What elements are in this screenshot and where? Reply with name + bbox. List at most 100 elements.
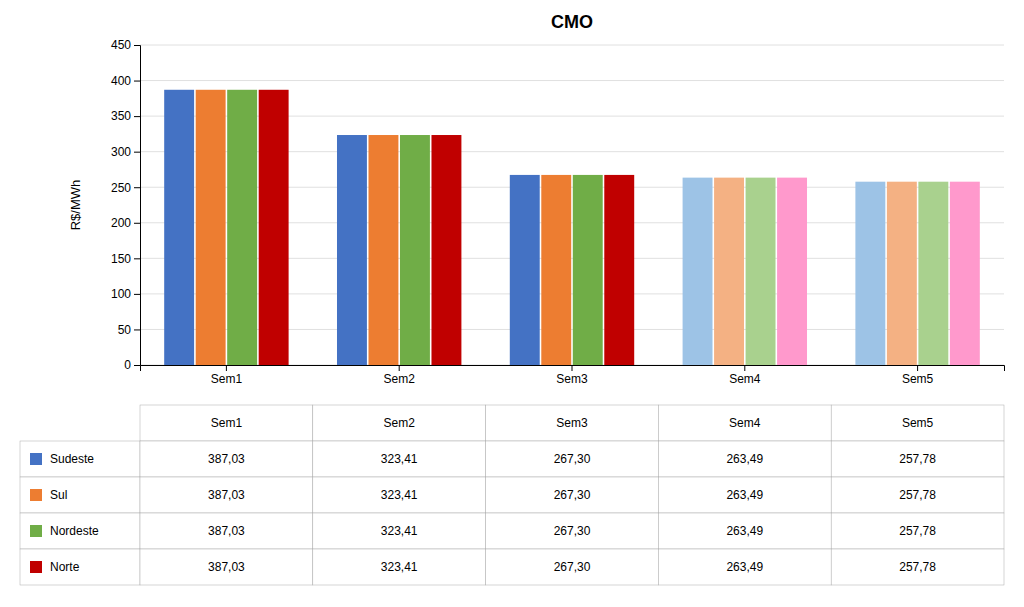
tick-mark — [917, 365, 918, 371]
tick-label: 300 — [111, 145, 131, 159]
bar — [431, 135, 461, 365]
bar — [400, 135, 430, 365]
table-value: 323,41 — [381, 452, 418, 466]
tick-mark — [399, 365, 400, 371]
table-cell — [831, 549, 1004, 585]
table-value: 387,03 — [208, 524, 245, 538]
table-cell — [831, 477, 1004, 513]
tick-mark — [572, 365, 573, 371]
table-value: 263,49 — [726, 488, 763, 502]
y-tick: 350 — [111, 109, 140, 123]
table-cell — [313, 441, 486, 477]
table-cell — [20, 513, 140, 549]
bar — [368, 135, 398, 365]
table-cell — [486, 513, 659, 549]
table-header: Sem2 — [384, 416, 416, 430]
bar — [541, 175, 571, 365]
bar — [746, 178, 776, 365]
table-value: 387,03 — [208, 452, 245, 466]
chart: 050100150200250300350400450Sem1Sem2Sem3S… — [0, 0, 1024, 607]
bar — [683, 178, 713, 365]
table-cell — [486, 549, 659, 585]
tick-label: 50 — [118, 323, 132, 337]
y-tick: 400 — [111, 74, 140, 88]
table-cell — [140, 477, 313, 513]
bar — [227, 90, 257, 365]
tick-mark — [226, 365, 227, 371]
axis-line — [134, 46, 141, 366]
tick-mark — [134, 329, 140, 330]
table-value: 267,30 — [554, 488, 591, 502]
table-cell — [140, 513, 313, 549]
legend-swatch — [30, 489, 42, 501]
table-cell — [313, 549, 486, 585]
table-value: 387,03 — [208, 488, 245, 502]
tick-mark — [134, 258, 140, 259]
x-axis: Sem1 Sem2 Sem3 Sem4 Sem5 — [141, 365, 1005, 386]
bar — [950, 182, 980, 365]
tick-mark — [744, 365, 745, 371]
bar — [604, 175, 634, 365]
table-cell — [831, 405, 1004, 441]
bar — [259, 90, 289, 365]
table-row-label: Sul — [50, 488, 67, 502]
y-axis-label: R$/MWh — [68, 180, 83, 231]
x-tick: Sem5 — [902, 365, 934, 386]
bar — [918, 182, 948, 365]
table-value: 263,49 — [726, 524, 763, 538]
table-cell — [486, 477, 659, 513]
bar — [164, 90, 194, 365]
tick-mark — [134, 152, 140, 153]
bar — [196, 90, 226, 365]
table-cell — [313, 405, 486, 441]
bar — [337, 135, 367, 365]
table-cell — [20, 549, 140, 585]
table-header: Sem3 — [556, 416, 588, 430]
y-tick: 250 — [111, 181, 140, 195]
table-cell — [658, 441, 831, 477]
bar-series — [164, 90, 885, 365]
tick-label: 350 — [111, 109, 131, 123]
legend-swatch — [30, 525, 42, 537]
x-tick: Sem3 — [556, 365, 588, 386]
tick-label: 450 — [111, 38, 131, 52]
bar-series — [196, 90, 917, 365]
bar — [714, 178, 744, 365]
table-value: 323,41 — [381, 560, 418, 574]
table-value: 263,49 — [726, 560, 763, 574]
bar — [855, 182, 885, 365]
table-cell — [658, 477, 831, 513]
bar — [573, 175, 603, 365]
table-header: Sem5 — [902, 416, 934, 430]
tick-mark — [134, 81, 140, 82]
table-row-label: Norte — [50, 560, 80, 574]
tick-label: Sem2 — [384, 372, 416, 386]
tick-mark — [134, 223, 140, 224]
legend-swatch — [30, 561, 42, 573]
table-cell — [486, 441, 659, 477]
tick-label: Sem1 — [211, 372, 243, 386]
table-cell — [658, 405, 831, 441]
table-value: 323,41 — [381, 524, 418, 538]
table-header: Sem1 — [211, 416, 243, 430]
y-axis: 050100150200250300350400450 — [111, 38, 141, 372]
y-tick: 50 — [118, 323, 140, 337]
table-value: 257,78 — [899, 452, 936, 466]
table-value: 257,78 — [899, 524, 936, 538]
data-table: Sem1Sem2Sem3Sem4Sem5Sudeste387,03323,412… — [20, 405, 1004, 585]
table-value: 387,03 — [208, 560, 245, 574]
table-value: 257,78 — [899, 488, 936, 502]
table-row-label: Nordeste — [50, 524, 99, 538]
bar-series — [227, 90, 948, 365]
title: CMO — [551, 12, 593, 32]
x-tick: Sem4 — [729, 365, 761, 386]
table-cell — [831, 513, 1004, 549]
table-cell — [20, 441, 140, 477]
x-tick: Sem2 — [384, 365, 416, 386]
y-tick: 100 — [111, 287, 140, 301]
table-cell — [140, 441, 313, 477]
tick-mark — [134, 365, 140, 366]
x-tick: Sem1 — [211, 365, 243, 386]
axis-line — [141, 366, 1005, 372]
legend-swatch — [30, 453, 42, 465]
